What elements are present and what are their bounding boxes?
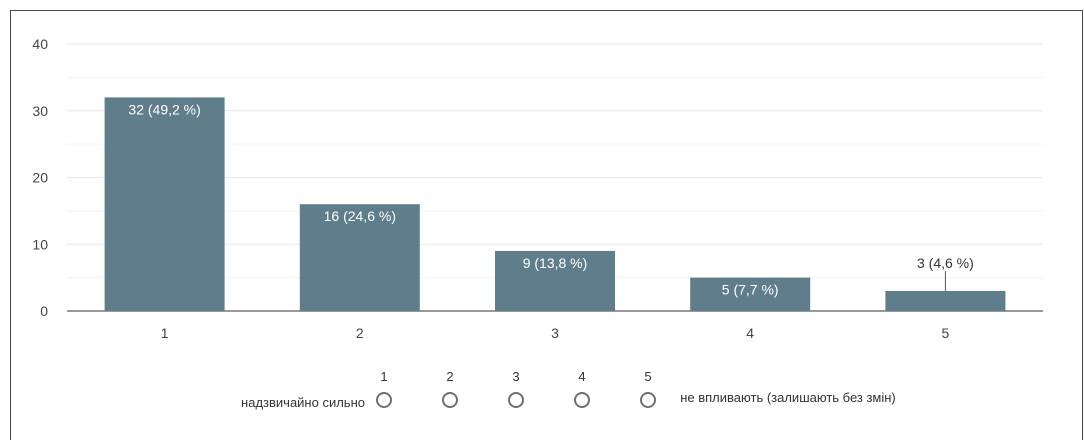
bar	[495, 250, 615, 311]
x-tick-label: 1	[161, 325, 169, 341]
data-label: 5 (7,7 %)	[722, 282, 779, 298]
x-tick-label: 5	[942, 325, 950, 341]
scale-radio-5[interactable]	[640, 392, 656, 408]
scale-radio-3[interactable]	[508, 392, 524, 408]
scale-left-label: надзвичайно сильно	[241, 395, 365, 410]
chart-frame	[10, 10, 1083, 440]
scale-radio-1[interactable]	[376, 392, 392, 408]
scale-radio-2[interactable]	[442, 392, 458, 408]
data-label: 32 (49,2 %)	[128, 101, 200, 117]
data-label: 9 (13,8 %)	[523, 255, 588, 271]
y-tick-label: 20	[32, 170, 48, 186]
data-label: 3 (4,6 %)	[917, 255, 974, 271]
y-tick-label: 10	[32, 236, 48, 252]
scale-number-3: 3	[512, 369, 520, 384]
bar	[299, 204, 420, 311]
bar	[885, 290, 1006, 311]
rating-scale: надзвичайно сильно 1 2 3 4 5 не впливают…	[0, 365, 1084, 433]
scale-number-1: 1	[380, 369, 388, 384]
y-tick-label: 30	[32, 103, 48, 119]
scale-number-2: 2	[446, 369, 454, 384]
scale-number-5: 5	[644, 369, 652, 384]
scale-right-label: не впливають (залишають без змін)	[680, 390, 896, 405]
x-tick-label: 3	[551, 325, 559, 341]
x-tick-label: 4	[746, 325, 754, 341]
bar	[104, 97, 225, 312]
scale-number-4: 4	[578, 369, 586, 384]
bar	[690, 277, 811, 311]
data-label: 16 (24,6 %)	[324, 208, 396, 224]
x-tick-label: 2	[356, 325, 364, 341]
y-tick-label: 40	[32, 36, 48, 52]
bar-chart: 0 10 20 30 40 1 32 (49,2 %) 2 16 (24,6 %) 3 9 (13,…	[32, 36, 1043, 341]
scale-radio-4[interactable]	[574, 392, 590, 408]
y-tick-label: 0	[40, 303, 48, 319]
